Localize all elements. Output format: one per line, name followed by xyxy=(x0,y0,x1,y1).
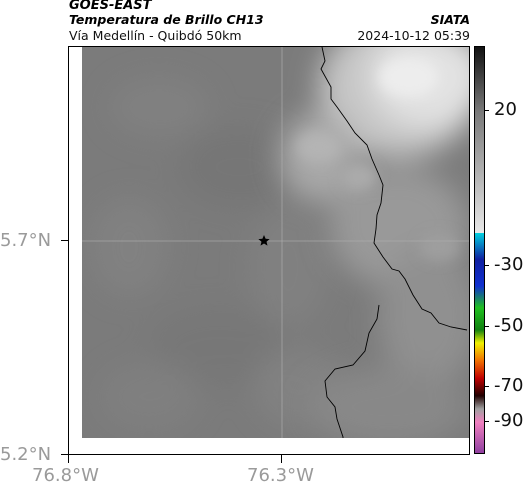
x-tick-mark xyxy=(281,455,282,463)
colorbar-tick xyxy=(485,326,489,327)
organization-label: SIATA xyxy=(430,12,470,27)
y-tick-label: 5.2°N xyxy=(0,444,52,465)
datetime-label: 2024-10-12 05:39 xyxy=(357,28,470,43)
colorbar-label: -50 xyxy=(494,315,524,336)
x-tick-mark xyxy=(68,455,69,463)
colorbar-tick xyxy=(485,421,489,422)
colorbar-label: -30 xyxy=(494,254,524,275)
product-title: Temperatura de Brillo CH13 xyxy=(69,12,264,27)
border-line xyxy=(320,47,468,438)
x-tick-label: 76.8°W xyxy=(32,465,99,486)
colorbar-color-segment xyxy=(475,233,484,453)
satellite-title: GOES-EAST xyxy=(69,0,152,13)
colorbar-tick xyxy=(485,110,489,111)
star-icon xyxy=(258,235,270,246)
colorbar-tick xyxy=(485,265,489,266)
colorbar-gray-segment xyxy=(475,47,484,233)
temperature-colorbar xyxy=(474,46,485,454)
satellite-map xyxy=(68,46,470,455)
x-tick-label: 76.3°W xyxy=(247,465,314,486)
colorbar-label: -70 xyxy=(494,375,524,396)
y-tick-mark xyxy=(61,454,69,455)
y-tick-label: 5.7°N xyxy=(0,230,52,251)
location-label: Vía Medellín - Quibdó 50km xyxy=(69,28,242,43)
colorbar-label: -90 xyxy=(494,410,524,431)
y-tick-mark xyxy=(61,240,69,241)
colorbar-label: 20 xyxy=(494,99,517,120)
colorbar-tick xyxy=(485,386,489,387)
